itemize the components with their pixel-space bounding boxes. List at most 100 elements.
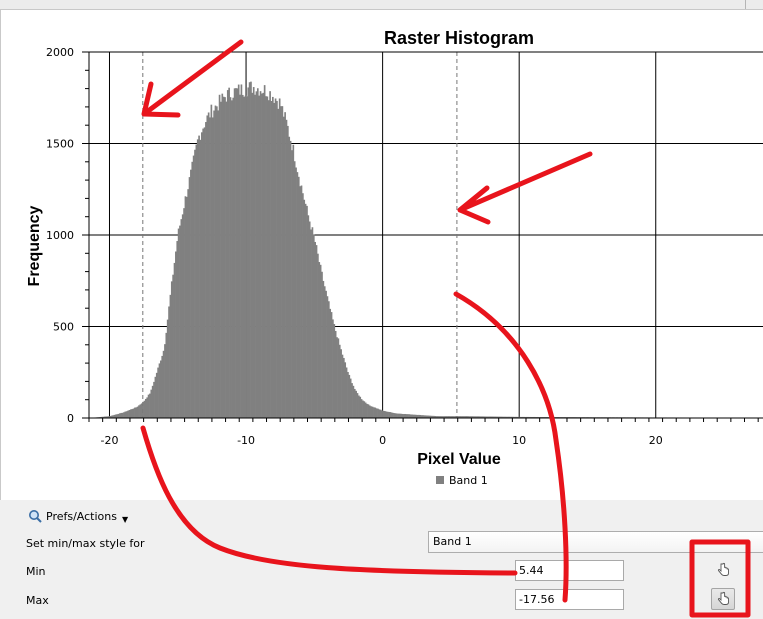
histogram-bar (194, 149, 196, 418)
histogram-bar (349, 378, 352, 418)
histogram-bar (358, 395, 360, 418)
histogram-bar (114, 414, 117, 418)
histogram-bar (366, 403, 368, 418)
window-top-strip (0, 0, 763, 10)
histogram-bar (191, 161, 194, 418)
histogram-bar (424, 415, 427, 418)
histogram-bar (121, 412, 124, 418)
histogram-bar (106, 416, 109, 418)
histogram-bar (399, 413, 401, 418)
histogram-bar (284, 112, 286, 418)
x-tick-label: -20 (101, 434, 119, 447)
y-tick-label: 1500 (46, 138, 74, 151)
histogram-bar (265, 96, 267, 418)
histogram-bar (119, 413, 121, 418)
histogram-bar (373, 407, 375, 418)
histogram-bar (359, 396, 362, 418)
histogram-bar (296, 172, 299, 418)
histogram-bar (375, 408, 378, 418)
histogram-bar (412, 414, 415, 418)
histogram-bar (243, 96, 245, 418)
min-label: Min (26, 565, 46, 578)
histogram-bar (439, 416, 442, 418)
histogram-bar (329, 308, 332, 418)
histogram-bar (348, 374, 351, 418)
histogram-bar (195, 144, 198, 418)
pick-min-button[interactable] (711, 559, 735, 581)
histogram-bar (138, 405, 140, 418)
x-tick-label: 0 (379, 434, 386, 447)
histogram-bar (315, 245, 318, 418)
histogram-bar (446, 416, 449, 418)
top-strip-separator (745, 0, 746, 9)
histogram-bar (247, 87, 250, 419)
histogram-bar (185, 196, 188, 418)
histogram-bar (385, 411, 388, 418)
histogram-bar (199, 139, 202, 418)
histogram-bar (255, 91, 258, 419)
histogram-bar (169, 294, 172, 418)
histogram-bar (442, 416, 445, 418)
histogram-bar (394, 413, 397, 418)
histogram-bar (282, 116, 285, 419)
histogram-bar (430, 415, 433, 418)
histogram-bar (184, 196, 187, 418)
histogram-bar (203, 127, 206, 419)
histogram-bar (113, 414, 116, 418)
pick-max-button[interactable] (711, 588, 735, 610)
histogram-bar (318, 262, 321, 418)
histogram-bar (144, 398, 147, 418)
histogram-bar (312, 234, 315, 418)
histogram-bar (218, 94, 221, 418)
histogram-bar (131, 409, 134, 418)
histogram-bar (211, 117, 214, 418)
histogram-bar (226, 90, 229, 418)
histogram-bar (262, 92, 265, 419)
histogram-bar (345, 367, 348, 418)
prefs-actions-button[interactable]: Prefs/Actions ▼ (28, 506, 128, 526)
histogram-bar (364, 402, 367, 418)
histogram-bar (433, 415, 435, 418)
histogram-bar (128, 410, 131, 418)
histogram-bar (414, 414, 416, 418)
histogram-bar (108, 416, 110, 418)
histogram-bar (252, 87, 255, 418)
min-input[interactable]: 5.44 (515, 560, 624, 581)
histogram-bar (386, 411, 389, 418)
histogram-bar (347, 372, 349, 418)
histogram-bar (352, 385, 355, 418)
histogram-bar (154, 376, 157, 418)
histogram-bar (180, 219, 183, 418)
histogram-bar (221, 93, 224, 419)
max-input[interactable]: -17.56 (515, 589, 624, 610)
histogram-bar (214, 105, 217, 419)
histogram-bar (389, 412, 392, 418)
y-axis-label: Frequency (26, 205, 43, 286)
histogram-bar (287, 125, 289, 418)
histogram-bar (368, 405, 371, 418)
histogram-bar (411, 414, 413, 418)
histogram-bar (170, 281, 173, 418)
histogram-bar (166, 319, 169, 418)
histogram-bar (125, 411, 128, 418)
histogram-bar (295, 167, 297, 418)
histogram-bar (330, 312, 333, 418)
histogram-bar (334, 330, 337, 418)
histogram-bar (190, 169, 192, 418)
histogram-bar (274, 98, 277, 418)
histogram-bar (400, 413, 403, 418)
histogram-bar (109, 416, 112, 418)
histogram-bar (220, 101, 222, 418)
histogram-bar (277, 108, 280, 418)
band-select[interactable]: Band 1 (428, 531, 763, 553)
histogram-bar (303, 199, 306, 418)
histogram-bar (367, 404, 370, 418)
histogram-bar (374, 407, 377, 418)
histogram-bar (377, 408, 379, 418)
histogram-bar (379, 409, 382, 418)
histogram-bar (139, 404, 142, 418)
histogram-bar (405, 414, 408, 418)
histogram-bar (254, 94, 256, 418)
histogram-bar (225, 101, 228, 418)
histogram-bar (256, 88, 259, 418)
